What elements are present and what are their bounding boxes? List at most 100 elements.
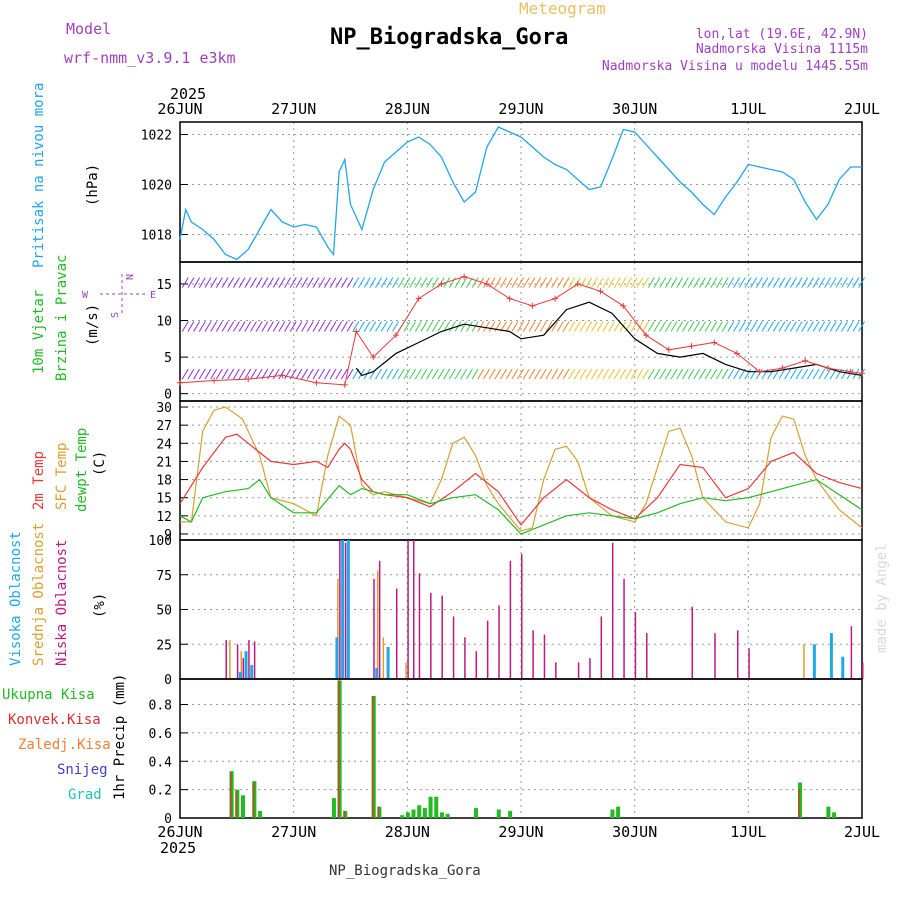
wind-barb	[733, 277, 740, 288]
wind-barb	[772, 321, 780, 332]
low-cloud-bar	[623, 578, 625, 679]
wind-barb	[829, 277, 837, 288]
wind-barb	[312, 277, 320, 288]
wind-barb	[721, 321, 729, 332]
wind-barb	[789, 321, 797, 332]
mid-cloud-bar	[229, 640, 231, 679]
precip-total-bar	[241, 795, 246, 818]
wind-barb	[841, 277, 848, 288]
wind-barb	[403, 368, 411, 380]
wind-barb	[340, 277, 348, 288]
wind-barb	[392, 277, 399, 288]
wind-barb	[312, 321, 320, 332]
wind-barb	[647, 321, 655, 332]
low-cloud-bar	[850, 626, 853, 679]
low-cloud-bar	[498, 605, 500, 679]
wind-barb	[795, 321, 803, 332]
wind-barb	[403, 277, 411, 288]
precip-total-bar	[422, 808, 427, 818]
precip-legend-hail: Grad	[68, 787, 102, 803]
wind-barb	[454, 277, 462, 288]
wind-barb	[284, 368, 292, 380]
wind-barb	[363, 321, 371, 332]
wind-barb	[755, 321, 763, 332]
wind-barb	[488, 321, 496, 332]
wind-barb	[505, 321, 513, 332]
wind-barb	[693, 277, 701, 288]
wind-barb	[812, 277, 820, 288]
wind-barb	[789, 368, 797, 380]
wind-barb	[181, 368, 189, 380]
wind-barb	[215, 368, 223, 380]
wind-barb	[460, 321, 468, 332]
wind-barb	[824, 368, 831, 380]
wind-barb	[704, 368, 712, 380]
ytick-label: 0	[164, 388, 172, 403]
mid-cloud-bar	[240, 651, 243, 679]
wind-barb	[602, 277, 610, 288]
wind-barb	[329, 277, 337, 288]
footer-station: NP_Biogradska_Gora	[329, 863, 481, 879]
precip-total-bar	[417, 805, 422, 818]
precip-legend-snow: Snijeg	[57, 762, 108, 778]
wind-barb	[346, 321, 354, 332]
wind-barb	[539, 368, 547, 380]
ytick-label: 30	[156, 401, 172, 416]
wind-gust-marker	[711, 339, 718, 346]
wind-barb	[232, 277, 240, 288]
wind-barb	[187, 368, 195, 380]
wind-barb	[278, 277, 286, 288]
wind-barb	[630, 277, 638, 288]
wind-barb	[704, 277, 712, 288]
wind-barb	[687, 321, 695, 332]
wind-barb	[716, 368, 723, 380]
xtick-bottom-26JUN: 26JUN	[157, 823, 202, 841]
wind-barb	[721, 368, 729, 380]
wind-barb	[664, 321, 672, 332]
wind-gust-marker	[824, 365, 831, 372]
wind-barb	[699, 368, 706, 380]
wind-barb	[716, 321, 723, 332]
low-cloud-bar	[225, 640, 227, 679]
wind-barb	[710, 277, 718, 288]
wind-barb	[789, 277, 797, 288]
pressure-ylabel: Pritisak na nivou mora	[31, 83, 47, 268]
ytick-label: 50	[156, 604, 172, 619]
wind-barb	[375, 277, 382, 288]
wind-barb	[642, 277, 650, 288]
wind-barb	[471, 277, 479, 288]
wind-barb	[534, 277, 542, 288]
high-cloud-bar	[335, 637, 339, 679]
high-cloud-bar	[346, 540, 350, 679]
wind-barb	[556, 321, 564, 332]
wind-barb	[221, 277, 229, 288]
wind-barb	[420, 277, 428, 288]
wind-barb	[448, 277, 456, 288]
ytick-label: 25	[156, 638, 172, 653]
mid-cloud-bar	[405, 662, 407, 679]
wind-barb	[500, 368, 507, 380]
precip-conv-bar	[377, 806, 380, 818]
year-bottom: 2025	[160, 839, 196, 857]
wind-barb	[636, 277, 644, 288]
wind-barb	[636, 321, 644, 332]
wind-barb	[613, 368, 621, 380]
wind-barb	[602, 368, 610, 380]
wind-barb	[767, 321, 775, 332]
wind-barb	[727, 321, 735, 332]
wind-barb	[784, 277, 792, 288]
wind-barb	[750, 277, 758, 288]
wind-barb	[323, 321, 331, 332]
precip-total-bar	[474, 808, 479, 818]
wind-barb	[755, 277, 763, 288]
wind-barb	[534, 321, 542, 332]
wind-barb	[227, 321, 235, 332]
ytick-label: 21	[156, 455, 172, 470]
wind-gust-marker	[529, 302, 536, 309]
xtick-top-1JUL: 1JUL	[730, 100, 766, 118]
wind-barb	[801, 277, 809, 288]
wind-gust-marker	[620, 302, 627, 309]
wind-gust-marker	[756, 368, 763, 375]
high-cloud-bar	[341, 540, 345, 679]
